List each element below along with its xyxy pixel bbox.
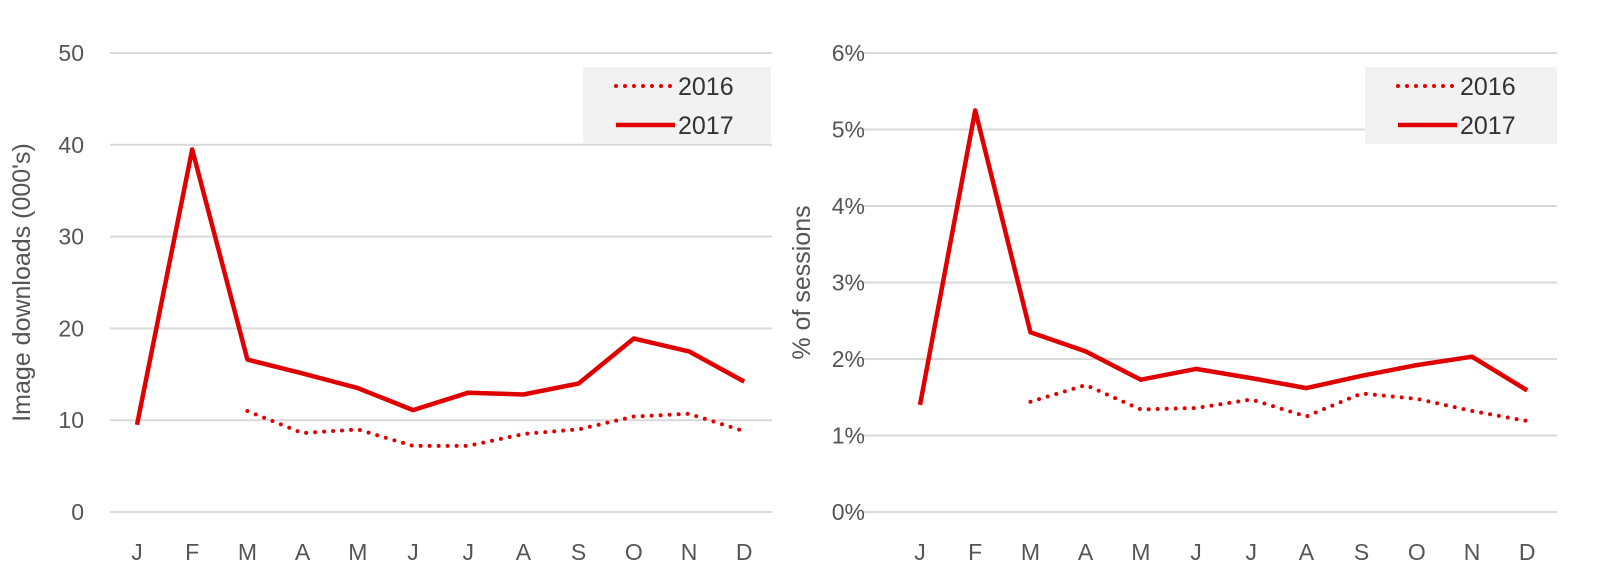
x-tick-label: M bbox=[348, 539, 367, 565]
x-tick-label: J bbox=[407, 539, 419, 565]
x-tick-label: J bbox=[131, 539, 143, 565]
sessions-percent-chart: 0% 1% 2% 3% 4% 5% 6% % of sessions J F M A M J J A S O N D 2… bbox=[790, 40, 1557, 565]
series-line-2016 bbox=[245, 409, 747, 448]
y-tick-label: 0 bbox=[71, 499, 84, 525]
x-tick-label: A bbox=[1078, 539, 1094, 565]
legend-label: 2017 bbox=[678, 112, 734, 140]
series-line-2017 bbox=[917, 108, 1529, 406]
y-tick-label: 4% bbox=[832, 193, 865, 219]
legend-label: 2017 bbox=[1460, 112, 1516, 140]
image-downloads-chart: 0 10 20 30 40 50 Image downloads (000's) J F M A M J… bbox=[8, 40, 772, 565]
x-tick-label: D bbox=[1519, 539, 1536, 565]
x-tick-label: O bbox=[1408, 539, 1426, 565]
legend-label: 2016 bbox=[678, 73, 734, 101]
x-tick-label: A bbox=[1299, 539, 1315, 565]
x-tick-label: M bbox=[238, 539, 257, 565]
legend-box bbox=[583, 67, 771, 144]
y-tick-label: 5% bbox=[832, 117, 865, 143]
y-tick-label: 30 bbox=[58, 224, 84, 250]
x-tick-label: M bbox=[1131, 539, 1150, 565]
series-line-2017 bbox=[134, 147, 746, 426]
x-tick-label: D bbox=[736, 539, 753, 565]
y-axis-label: % of sessions bbox=[790, 205, 816, 359]
y-tick-label: 20 bbox=[58, 315, 84, 341]
x-tick-label: N bbox=[1464, 539, 1481, 565]
x-tick-label: S bbox=[1354, 539, 1369, 565]
y-tick-label: 0% bbox=[832, 499, 865, 525]
x-tick-label: F bbox=[185, 539, 199, 565]
legend-box bbox=[1365, 67, 1557, 144]
y-tick-label: 6% bbox=[832, 40, 865, 66]
x-tick-label: N bbox=[681, 539, 698, 565]
y-tick-label: 50 bbox=[58, 40, 84, 66]
y-tick-label: 40 bbox=[58, 132, 84, 158]
x-tick-label: A bbox=[516, 539, 532, 565]
x-tick-label: J bbox=[914, 539, 926, 565]
x-tick-label: J bbox=[1245, 539, 1257, 565]
legend: 2016 2017 bbox=[583, 67, 771, 144]
y-tick-label: 3% bbox=[832, 270, 865, 296]
legend: 2016 2017 bbox=[1365, 67, 1557, 144]
x-tick-label: J bbox=[462, 539, 474, 565]
y-tick-label: 2% bbox=[832, 346, 865, 372]
x-tick-label: J bbox=[1190, 539, 1202, 565]
x-tick-label: S bbox=[571, 539, 586, 565]
y-tick-label: 1% bbox=[832, 423, 865, 449]
x-tick-label: O bbox=[625, 539, 643, 565]
series-line-2016 bbox=[1028, 383, 1530, 423]
y-tick-label: 10 bbox=[58, 407, 84, 433]
legend-label: 2016 bbox=[1460, 73, 1516, 101]
x-tick-label: F bbox=[968, 539, 982, 565]
x-tick-label: M bbox=[1021, 539, 1040, 565]
y-axis-label: Image downloads (000's) bbox=[8, 143, 36, 422]
x-tick-label: A bbox=[295, 539, 311, 565]
